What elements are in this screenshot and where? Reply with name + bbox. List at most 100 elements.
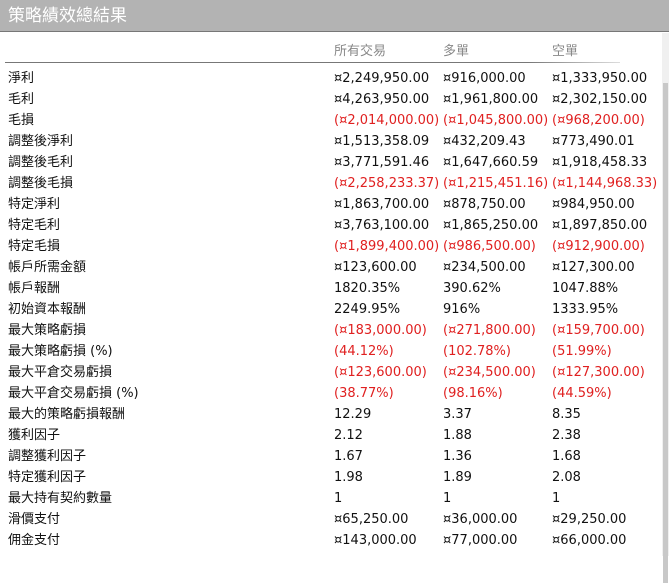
- row-label: 最大平倉交易虧損: [8, 365, 113, 380]
- row-value: ¤127,300.00: [552, 260, 635, 275]
- row-value: (98.16%): [443, 386, 503, 401]
- row-value: (¤1,899,400.00): [334, 239, 440, 254]
- table-row: 特定毛利 ¤3,763,100.00 ¤1,865,250.00 ¤1,897,850…: [0, 215, 660, 237]
- row-value: ¤3,771,591.46: [334, 155, 430, 170]
- column-header-short: 空單: [552, 44, 579, 59]
- row-value: (¤968,200.00): [552, 113, 645, 128]
- table-row: 調整獲利因子 1.67 1.36 1.68: [0, 446, 660, 468]
- row-value: ¤3,763,100.00: [334, 218, 430, 233]
- table-row: 特定淨利 ¤1,863,700.00 ¤878,750.00 ¤984,950.00: [0, 194, 660, 216]
- row-value: 1.89: [443, 470, 472, 485]
- table-row: 滑價支付 ¤65,250.00 ¤36,000.00 ¤29,250.00: [0, 509, 660, 531]
- row-value: (38.77%): [334, 386, 394, 401]
- row-label: 最大平倉交易虧損 (%): [8, 386, 139, 401]
- scrollbar-thumb[interactable]: [663, 83, 668, 583]
- scrollbar[interactable]: [662, 33, 669, 583]
- table-row: 特定毛損 (¤1,899,400.00) (¤986,500.00) (¤912,90…: [0, 236, 660, 258]
- row-value: ¤1,647,660.59: [443, 155, 539, 170]
- row-value: ¤984,950.00: [552, 197, 635, 212]
- row-label: 初始資本報酬: [8, 302, 87, 317]
- row-label: 滑價支付: [8, 512, 61, 527]
- row-value: (¤123,600.00): [334, 365, 427, 380]
- row-label: 最大策略虧損 (%): [8, 344, 113, 359]
- table-row: 淨利 ¤2,249,950.00 ¤916,000.00 ¤1,333,950.00: [0, 68, 660, 90]
- row-value: ¤1,863,700.00: [334, 197, 430, 212]
- table-row: 調整後淨利 ¤1,513,358.09 ¤432,209.43 ¤773,490.01: [0, 131, 660, 153]
- row-value: (44.59%): [552, 386, 612, 401]
- row-label: 帳戶所需金額: [8, 260, 87, 275]
- row-value: 8.35: [552, 407, 581, 422]
- row-value: 1047.88%: [552, 281, 619, 296]
- row-value: (¤1,144,968.33): [552, 176, 658, 191]
- row-value: ¤432,209.43: [443, 134, 526, 149]
- row-value: (¤159,700.00): [552, 323, 645, 338]
- row-value: 1.88: [443, 428, 472, 443]
- row-value: (¤912,900.00): [552, 239, 645, 254]
- row-value: ¤29,250.00: [552, 512, 627, 527]
- row-value: ¤2,302,150.00: [552, 92, 648, 107]
- row-value: ¤1,961,800.00: [443, 92, 539, 107]
- header-divider: [5, 62, 620, 63]
- row-value: ¤77,000.00: [443, 533, 518, 548]
- row-label: 帳戶報酬: [8, 281, 61, 296]
- table-row: 毛利 ¤4,263,950.00 ¤1,961,800.00 ¤2,302,150.0…: [0, 89, 660, 111]
- row-label: 調整獲利因子: [8, 449, 87, 464]
- row-value: ¤1,513,358.09: [334, 134, 430, 149]
- row-value: 1: [334, 491, 343, 506]
- row-value: 1: [443, 491, 452, 506]
- row-label: 調整後毛利: [8, 155, 74, 170]
- row-label: 最大策略虧損: [8, 323, 87, 338]
- row-value: 1.36: [443, 449, 472, 464]
- table-row: 最大策略虧損 (¤183,000.00) (¤271,800.00) (¤159,70…: [0, 320, 660, 342]
- table-row: 調整後毛損 (¤2,258,233.37) (¤1,215,451.16) (¤1,1…: [0, 173, 660, 195]
- table-row: 毛損 (¤2,014,000.00) (¤1,045,800.00) (¤968,20…: [0, 110, 660, 132]
- table-row: 最大的策略虧損報酬 12.29 3.37 8.35: [0, 404, 660, 426]
- row-label: 特定淨利: [8, 197, 61, 212]
- row-value: ¤143,000.00: [334, 533, 417, 548]
- row-label: 調整後淨利: [8, 134, 74, 149]
- row-value: (¤183,000.00): [334, 323, 427, 338]
- row-label: 毛利: [8, 92, 35, 107]
- row-value: 1333.95%: [552, 302, 619, 317]
- row-label: 最大的策略虧損報酬: [8, 407, 126, 422]
- row-value: (¤271,800.00): [443, 323, 536, 338]
- row-value: ¤2,249,950.00: [334, 71, 430, 86]
- row-value: ¤66,000.00: [552, 533, 627, 548]
- row-value: (¤1,215,451.16): [443, 176, 549, 191]
- row-value: 390.62%: [443, 281, 501, 296]
- table-row: 調整後毛利 ¤3,771,591.46 ¤1,647,660.59 ¤1,918,45…: [0, 152, 660, 174]
- table-row: 初始資本報酬 2249.95% 916% 1333.95%: [0, 299, 660, 321]
- column-header-long: 多單: [443, 44, 470, 59]
- row-value: 1.68: [552, 449, 581, 464]
- table-row: 最大平倉交易虧損 (%) (38.77%) (98.16%) (44.59%): [0, 383, 660, 405]
- row-value: ¤4,263,950.00: [334, 92, 430, 107]
- row-label: 毛損: [8, 113, 35, 128]
- row-value: ¤1,918,458.33: [552, 155, 648, 170]
- table-row: 帳戶所需金額 ¤123,600.00 ¤234,500.00 ¤127,300.00: [0, 257, 660, 279]
- row-label: 佣金支付: [8, 533, 61, 548]
- row-value: (¤2,014,000.00): [334, 113, 440, 128]
- row-value: 12.29: [334, 407, 372, 422]
- row-value: 1.98: [334, 470, 363, 485]
- table-row: 最大持有契約數量 1 1 1: [0, 488, 660, 510]
- row-value: 1.67: [334, 449, 363, 464]
- row-value: (¤2,258,233.37): [334, 176, 440, 191]
- table-row: 帳戶報酬 1820.35% 390.62% 1047.88%: [0, 278, 660, 300]
- table-row: 最大策略虧損 (%) (44.12%) (102.78%) (51.99%): [0, 341, 660, 363]
- row-value: ¤234,500.00: [443, 260, 526, 275]
- row-value: (51.99%): [552, 344, 612, 359]
- row-label: 特定獲利因子: [8, 470, 87, 485]
- window-title: 策略績效總結果: [0, 0, 669, 32]
- row-value: 2249.95%: [334, 302, 401, 317]
- column-header-all-trades: 所有交易: [334, 44, 387, 59]
- row-value: 1: [552, 491, 561, 506]
- row-value: (¤234,500.00): [443, 365, 536, 380]
- row-value: 2.08: [552, 470, 581, 485]
- row-value: ¤123,600.00: [334, 260, 417, 275]
- row-label: 調整後毛損: [8, 176, 74, 191]
- row-value: (¤986,500.00): [443, 239, 536, 254]
- row-value: ¤878,750.00: [443, 197, 526, 212]
- row-value: 2.12: [334, 428, 363, 443]
- row-value: ¤65,250.00: [334, 512, 409, 527]
- row-label: 最大持有契約數量: [8, 491, 113, 506]
